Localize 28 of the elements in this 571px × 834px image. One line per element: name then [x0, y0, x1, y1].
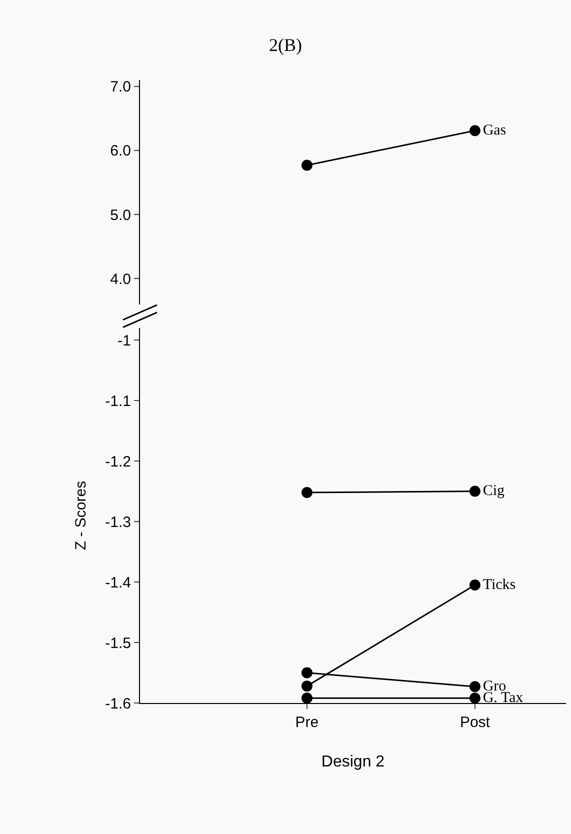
point — [469, 580, 480, 591]
series-label: Ticks — [482, 576, 516, 593]
x-tick-label: Pre — [295, 714, 319, 731]
point — [301, 692, 312, 704]
y-tick-label: 4.0 — [110, 270, 131, 288]
chart-title: 2(B) — [269, 34, 302, 55]
y-tick-label: -1.4 — [105, 574, 131, 592]
point — [469, 486, 480, 497]
point — [469, 681, 480, 692]
y-axis-title: Z - Scores — [72, 480, 90, 550]
series-label: Gas — [482, 122, 506, 138]
y-tick-label: 6.0 — [110, 142, 131, 160]
y-tick-label: -1.5 — [105, 634, 131, 652]
y-tick-label: -1.3 — [105, 514, 131, 531]
point — [301, 680, 312, 692]
y-tick-label: 7.0 — [110, 78, 131, 96]
x-tick-label: Post — [460, 714, 491, 731]
y-tick-label: 5.0 — [110, 206, 131, 224]
point — [469, 692, 480, 704]
y-tick-label: -1.6 — [105, 695, 131, 712]
y-tick-label: -1.2 — [105, 453, 131, 470]
series-label: Cig — [482, 483, 505, 500]
y-tick-label: -1.1 — [105, 392, 131, 410]
x-axis-title: Design 2 — [321, 754, 385, 771]
point — [301, 667, 312, 678]
series-label: G. Tax — [482, 690, 524, 706]
point — [301, 486, 312, 498]
y-tick-label: -1 — [118, 332, 131, 350]
